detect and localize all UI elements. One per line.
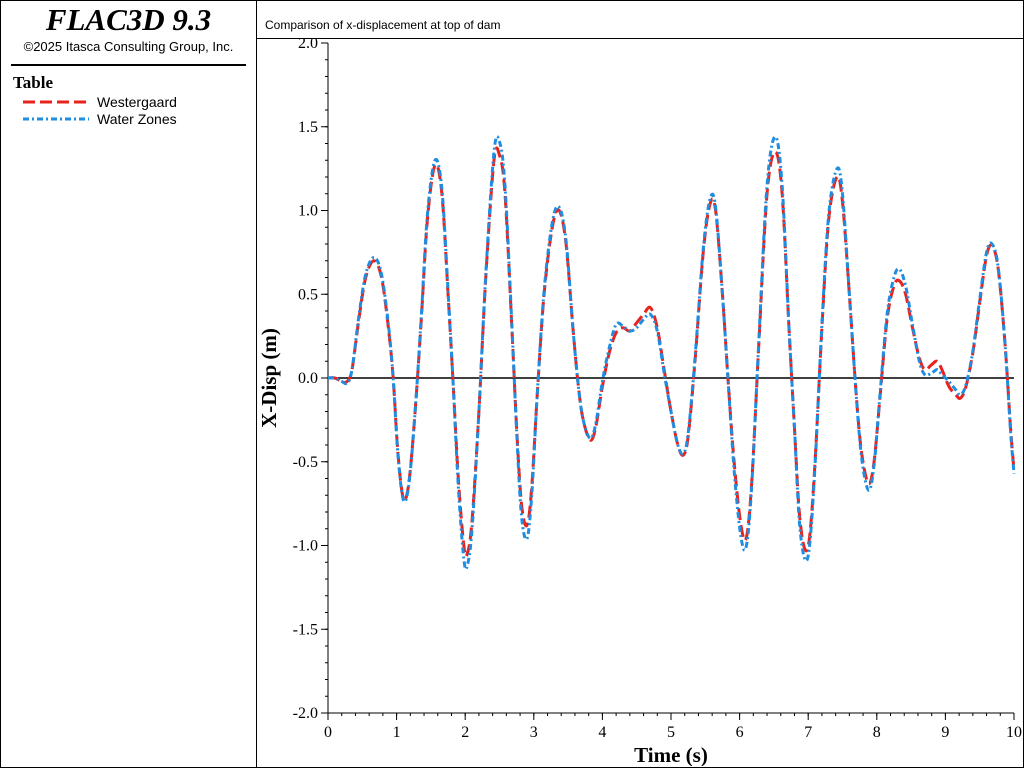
y-tick-label: -2.0 <box>293 705 318 722</box>
series-layer <box>327 134 1016 571</box>
series-line-water-zones <box>327 134 1016 571</box>
y-tick-label: 0.5 <box>298 286 318 303</box>
x-tick-label: 6 <box>736 724 744 741</box>
plot-area: 2.0 1.5 1.0 0.5 0.0 -0.5 -1.0 -1.5 -2.0 0 1 2 3 4 5 6 7 8… <box>257 38 1022 766</box>
x-tick-label: 2 <box>461 724 469 741</box>
y-tick-label: -1.0 <box>293 538 318 555</box>
app-title: FLAC3D 9.3 <box>45 2 212 37</box>
y-tick-label: -0.5 <box>293 454 318 471</box>
y-tick-label: 1.5 <box>298 119 318 136</box>
legend-title: Table <box>13 73 54 92</box>
x-tick-label: 10 <box>1006 724 1022 741</box>
sidebar-divider <box>11 64 246 66</box>
y-axis-title: X-Disp (m) <box>257 328 281 428</box>
legend-item-water-zones: Water Zones <box>23 110 177 128</box>
legend-label-westergaard: Westergaard <box>97 94 177 110</box>
x-tick-label: 7 <box>804 724 812 741</box>
x-tick-label: 4 <box>598 724 606 741</box>
legend-swatch-westergaard <box>23 100 89 104</box>
copyright-notice: ©2025 Itasca Consulting Group, Inc. <box>23 39 234 54</box>
legend-item-westergaard: Westergaard <box>23 93 177 111</box>
chart-title: Comparison of x-displacement at top of d… <box>265 18 501 32</box>
axes: 2.0 1.5 1.0 0.5 0.0 -0.5 -1.0 -1.5 -2.0 0 1 2 3 4 5 6 7 8… <box>257 38 1022 766</box>
y-tick-label: -1.5 <box>293 621 318 638</box>
x-tick-label: 9 <box>941 724 949 741</box>
series-line-westergaard <box>327 146 1016 558</box>
x-tick-label: 3 <box>530 724 538 741</box>
x-tick-label: 8 <box>873 724 881 741</box>
control-panel: FLAC3D 9.3 ©2025 Itasca Consulting Group… <box>1 1 257 767</box>
x-tick-label: 0 <box>324 724 332 741</box>
x-tick-label: 5 <box>667 724 675 741</box>
x-axis-title: Time (s) <box>634 743 708 766</box>
y-tick-label: 2.0 <box>298 38 318 52</box>
legend-label-water-zones: Water Zones <box>97 111 177 127</box>
y-tick-label: 1.0 <box>298 203 318 220</box>
chart-header: Comparison of x-displacement at top of d… <box>257 1 1023 39</box>
x-tick-label: 1 <box>393 724 401 741</box>
y-tick-label: 0.0 <box>298 370 318 387</box>
legend-swatch-water-zones <box>23 117 89 121</box>
